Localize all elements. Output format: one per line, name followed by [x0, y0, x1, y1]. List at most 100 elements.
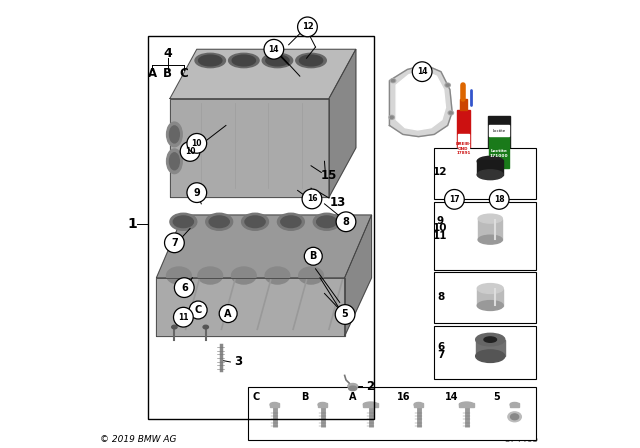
Circle shape [187, 183, 207, 202]
Ellipse shape [476, 350, 505, 362]
Text: C: C [253, 392, 260, 402]
Polygon shape [345, 215, 371, 336]
Bar [435, 272, 536, 323]
Ellipse shape [266, 55, 289, 66]
Text: B: B [163, 67, 172, 81]
Ellipse shape [195, 53, 225, 68]
Ellipse shape [508, 412, 522, 422]
Bar [460, 99, 467, 110]
Text: 15: 15 [321, 169, 337, 182]
Bar [148, 36, 374, 419]
Text: 11: 11 [433, 231, 448, 241]
Ellipse shape [477, 301, 503, 310]
Bar [477, 160, 503, 175]
Ellipse shape [166, 267, 191, 284]
Ellipse shape [511, 414, 518, 420]
Text: 14: 14 [445, 392, 458, 402]
Ellipse shape [364, 402, 378, 407]
Ellipse shape [228, 53, 259, 68]
Ellipse shape [460, 402, 474, 407]
Circle shape [412, 62, 432, 82]
Ellipse shape [477, 156, 503, 166]
Circle shape [302, 189, 322, 209]
Ellipse shape [166, 149, 182, 173]
Text: A: A [225, 309, 232, 319]
Text: 1: 1 [128, 217, 138, 231]
Ellipse shape [448, 111, 454, 115]
Ellipse shape [232, 55, 255, 66]
Circle shape [305, 247, 323, 265]
Ellipse shape [449, 112, 452, 114]
Bar [435, 326, 536, 379]
Circle shape [336, 212, 356, 232]
Text: 8: 8 [437, 292, 444, 302]
Ellipse shape [278, 213, 305, 230]
Circle shape [187, 134, 207, 153]
Text: Loctite: Loctite [492, 129, 506, 133]
Circle shape [490, 190, 509, 209]
Ellipse shape [477, 170, 503, 180]
Text: 17: 17 [449, 195, 460, 204]
Text: 10: 10 [185, 147, 195, 156]
Ellipse shape [198, 55, 222, 66]
Text: © 2019 BMW AG: © 2019 BMW AG [100, 435, 176, 444]
Polygon shape [329, 49, 356, 197]
Ellipse shape [166, 122, 182, 147]
Ellipse shape [476, 333, 505, 346]
Text: DREIB-
OND
17891: DREIB- OND 17891 [456, 142, 471, 155]
Text: 374465: 374465 [504, 435, 539, 444]
Bar [248, 387, 536, 440]
Text: 11: 11 [178, 313, 189, 322]
Text: 5: 5 [342, 310, 348, 319]
Ellipse shape [477, 284, 503, 293]
Text: 8: 8 [342, 217, 349, 227]
Circle shape [189, 301, 207, 319]
Text: A: A [349, 392, 356, 402]
Bar [476, 340, 505, 356]
Circle shape [219, 305, 237, 323]
Circle shape [164, 233, 184, 253]
Ellipse shape [170, 213, 197, 230]
Text: 9: 9 [193, 188, 200, 198]
Bar [435, 202, 536, 270]
Ellipse shape [232, 267, 256, 284]
Ellipse shape [414, 402, 423, 407]
Ellipse shape [484, 337, 497, 342]
Polygon shape [157, 215, 371, 278]
Ellipse shape [349, 386, 356, 391]
Ellipse shape [170, 126, 179, 143]
Text: Loctite
171000: Loctite 171000 [490, 149, 508, 158]
Ellipse shape [172, 325, 177, 329]
Ellipse shape [265, 267, 290, 284]
Text: A: A [148, 67, 157, 81]
Text: 10: 10 [433, 224, 448, 233]
Bar [270, 403, 279, 407]
Text: 7: 7 [437, 350, 444, 360]
Ellipse shape [478, 235, 502, 244]
Ellipse shape [300, 55, 323, 66]
Text: 5: 5 [493, 392, 500, 402]
Text: 9: 9 [437, 216, 444, 226]
Text: 14: 14 [269, 45, 279, 54]
Bar [488, 116, 509, 175]
Ellipse shape [173, 216, 193, 228]
Ellipse shape [390, 79, 396, 83]
Bar [510, 403, 519, 407]
Ellipse shape [281, 216, 301, 228]
Circle shape [264, 39, 284, 59]
Polygon shape [170, 99, 329, 197]
Bar [489, 137, 509, 168]
Ellipse shape [478, 214, 502, 223]
Text: 13: 13 [330, 196, 346, 209]
Text: 6: 6 [437, 342, 444, 352]
Text: 2: 2 [366, 379, 374, 393]
Ellipse shape [318, 402, 327, 407]
Bar [414, 403, 423, 407]
Ellipse shape [209, 216, 229, 228]
Ellipse shape [510, 402, 519, 407]
Bar [435, 148, 536, 199]
Text: 4: 4 [163, 47, 172, 60]
Ellipse shape [170, 153, 179, 170]
Bar [458, 134, 469, 164]
Text: 10: 10 [191, 139, 202, 148]
